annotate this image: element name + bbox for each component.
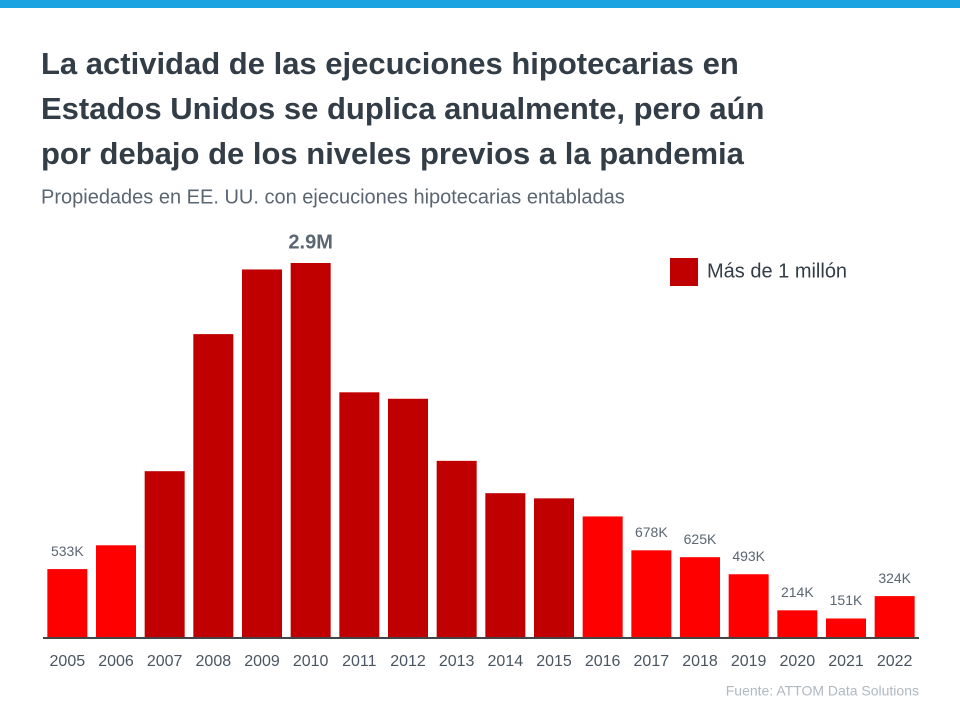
- x-tick-label: 2020: [780, 653, 816, 670]
- x-tick-label: 2019: [731, 653, 767, 670]
- chart-title: Estados Unidos se duplica anualmente, pe…: [41, 91, 765, 126]
- x-tick-label: 2009: [244, 653, 280, 670]
- bar: [777, 610, 818, 638]
- x-tick-label: 2017: [634, 653, 670, 670]
- legend-label: Más de 1 millón: [707, 260, 847, 282]
- legend-swatch: [670, 258, 698, 286]
- bar: [631, 550, 672, 638]
- bar: [874, 596, 915, 638]
- value-label: 151K: [830, 592, 863, 608]
- x-tick-label: 2005: [50, 653, 86, 670]
- bar: [339, 392, 380, 638]
- bar: [388, 398, 428, 638]
- x-tick-label: 2016: [585, 653, 621, 670]
- bar: [485, 493, 526, 638]
- x-tick-label: 2013: [439, 653, 475, 670]
- bar: [534, 498, 574, 638]
- value-label: 214K: [781, 584, 814, 600]
- bar: [144, 471, 185, 638]
- bar: [436, 460, 477, 638]
- value-label: 493K: [732, 548, 765, 564]
- value-label: 324K: [878, 570, 911, 586]
- value-label: 625K: [684, 531, 717, 547]
- x-tick-label: 2008: [196, 653, 232, 670]
- chart-subtitle: Propiedades en EE. UU. con ejecuciones h…: [41, 186, 625, 208]
- bar: [826, 618, 866, 638]
- value-label: 2.9M: [288, 231, 332, 253]
- bar: [96, 545, 136, 638]
- bar: [47, 569, 88, 638]
- bar: [680, 557, 720, 638]
- bar: [290, 263, 331, 638]
- chart-title: La actividad de las ejecuciones hipoteca…: [41, 46, 739, 81]
- value-label: 678K: [635, 524, 668, 540]
- x-tick-label: 2014: [488, 653, 524, 670]
- x-tick-label: 2015: [536, 653, 572, 670]
- x-tick-label: 2022: [877, 653, 913, 670]
- x-tick-label: 2007: [147, 653, 183, 670]
- x-tick-label: 2012: [390, 653, 426, 670]
- top-stripe: [0, 0, 960, 8]
- x-tick-label: 2021: [828, 653, 864, 670]
- bar: [193, 334, 234, 638]
- x-tick-label: 2018: [682, 653, 718, 670]
- source: Fuente: ATTOM Data Solutions: [726, 683, 919, 699]
- x-tick-label: 2010: [293, 653, 329, 670]
- x-tick-label: 2011: [342, 653, 377, 670]
- x-tick-label: 2006: [98, 653, 134, 670]
- bar: [242, 269, 282, 638]
- value-label: 533K: [51, 543, 84, 559]
- bar: [582, 516, 623, 638]
- bar: [728, 574, 769, 638]
- chart-title: por debajo de los niveles previos a la p…: [41, 136, 745, 171]
